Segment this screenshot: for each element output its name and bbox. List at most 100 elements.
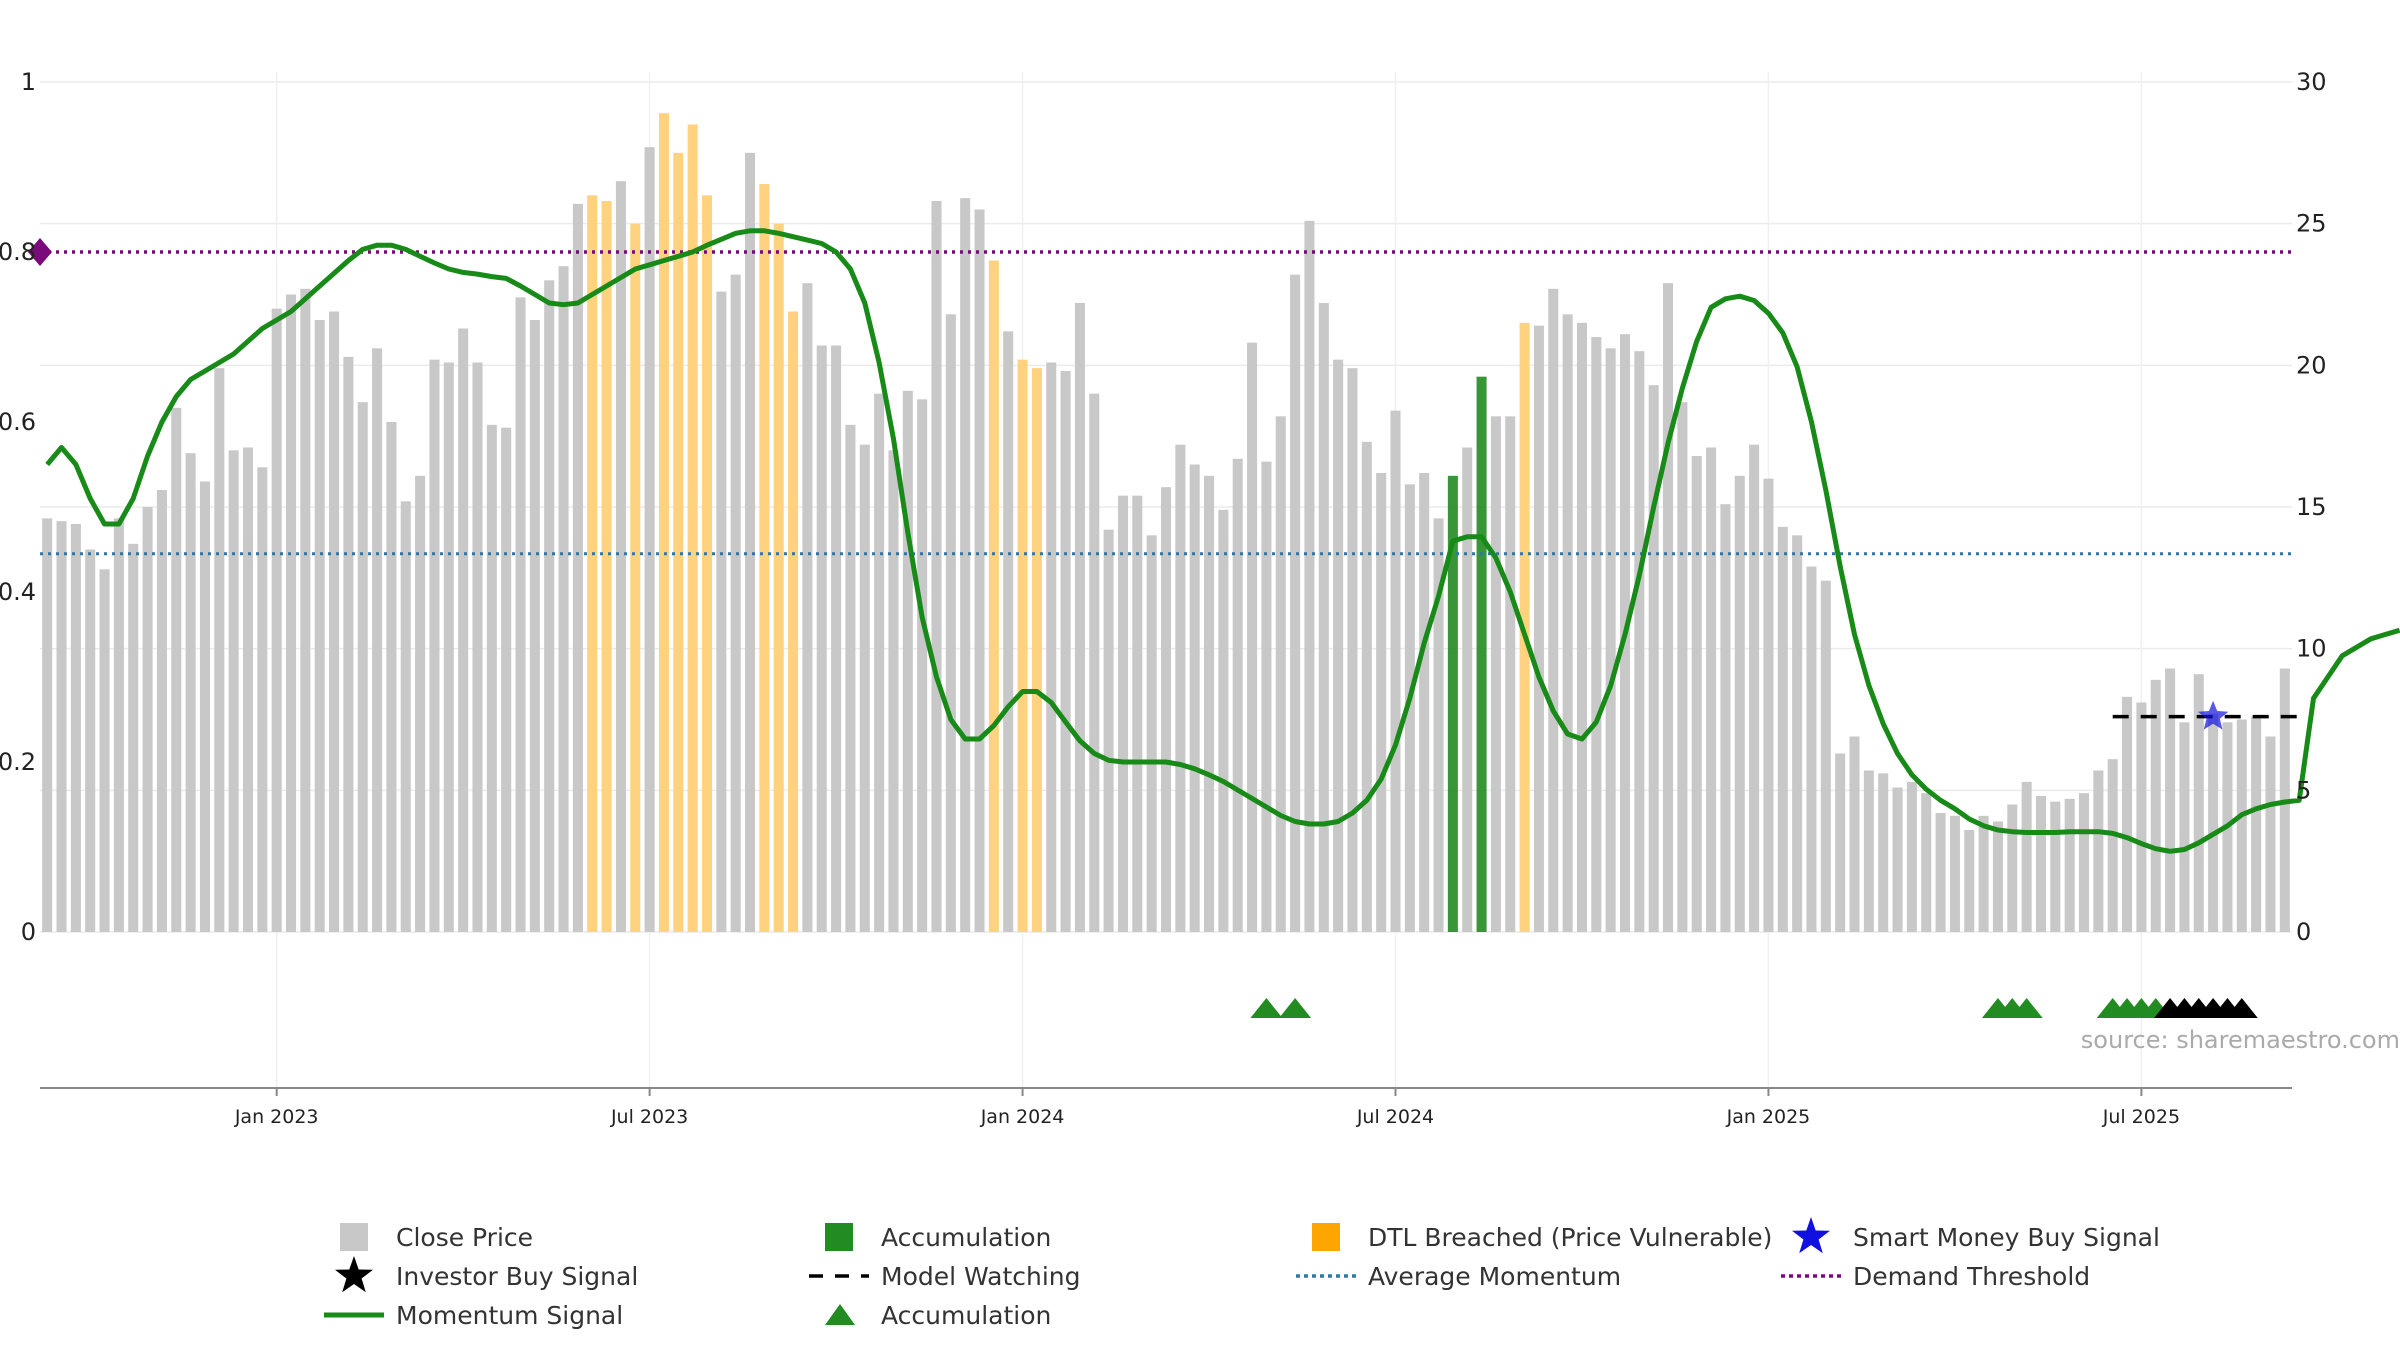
close-price-bar (1806, 566, 1817, 932)
right-y-tick-label: 10 (2296, 635, 2327, 663)
close-price-bar (1949, 815, 1960, 932)
right-y-tick-label: 15 (2296, 493, 2327, 521)
left-y-tick-label: 0.8 (0, 238, 36, 266)
close-price-bar (1060, 371, 1071, 932)
close-price-bar (1576, 322, 1587, 932)
legend-item: Demand Threshold (1781, 1262, 2090, 1291)
close-price-bar (960, 198, 971, 932)
close-price-bar (99, 569, 110, 932)
close-price-bar (2093, 770, 2104, 932)
dtl-breached-bar (687, 124, 698, 932)
close-price-bar (1677, 402, 1688, 933)
close-price-bar (1663, 283, 1674, 933)
close-price-bar (2122, 696, 2133, 932)
close-price-bar (2236, 719, 2247, 932)
close-price-bar (429, 359, 440, 933)
close-price-bar (859, 444, 870, 932)
dtl-breached-bar (601, 201, 612, 932)
close-price-bar (42, 518, 53, 932)
accumulation-triangle-icon (2010, 998, 2043, 1018)
close-price-bar (1992, 821, 2003, 932)
legend-item: Smart Money Buy Signal (1792, 1217, 2160, 1254)
close-price-bar (902, 390, 913, 932)
momentum-signal-line (45, 228, 2400, 854)
right-y-tick-label: 25 (2296, 210, 2327, 238)
close-price-bar (816, 345, 827, 932)
close-price-bar (1777, 526, 1788, 932)
close-price-bar (1290, 274, 1301, 933)
close-price-bar (1390, 410, 1401, 933)
close-price-bar (85, 549, 96, 932)
dtl-breached-bar (658, 113, 669, 932)
close-price-bar (1160, 487, 1172, 932)
dtl-breached-bar (673, 152, 684, 933)
legend-label: DTL Breached (Price Vulnerable) (1368, 1223, 1772, 1252)
close-price-bar (1863, 770, 1874, 932)
legend-item: DTL Breached (Price Vulnerable) (1312, 1223, 1772, 1252)
right-y-tick-label: 0 (2296, 918, 2311, 946)
close-price-bar (974, 209, 985, 932)
close-price-bar (2107, 759, 2118, 932)
close-price-bar (199, 481, 210, 932)
close-price-bar (1921, 793, 1932, 932)
left-y-tick-label: 0 (21, 918, 36, 946)
close-price-bar (1117, 495, 1128, 932)
legend-label: Average Momentum (1368, 1262, 1621, 1291)
close-price-bar (1533, 325, 1544, 933)
close-price-bar (443, 362, 454, 932)
close-price-bar (1175, 444, 1186, 932)
close-price-bar (1505, 416, 1516, 932)
close-price-bar (1419, 473, 1430, 932)
close-price-bar (472, 362, 483, 932)
close-price-bar (1734, 475, 1745, 932)
close-price-bar (1605, 348, 1616, 932)
signal-lines (28, 228, 2400, 854)
close-price-bar (1835, 753, 1846, 932)
close-price-bar (2078, 793, 2090, 932)
investor-buy-triangle-icon (2225, 998, 2258, 1018)
close-price-bar (1462, 447, 1473, 932)
legend-triangle-icon (825, 1304, 855, 1325)
close-price-bar (285, 294, 297, 932)
close-price-bar (1333, 359, 1344, 933)
close-price-bar (486, 424, 497, 932)
close-price-bar (1189, 464, 1200, 932)
dtl-breached-bar (788, 311, 799, 932)
right-y-tick-label: 30 (2296, 68, 2327, 96)
close-price-bar (228, 450, 239, 932)
dtl-breached-bar (1031, 368, 1042, 933)
close-price-bar (185, 453, 196, 932)
close-price-bar (1003, 331, 1014, 932)
close-price-bar (515, 297, 526, 932)
close-price-bar (945, 314, 956, 932)
source-credit: source: sharemaestro.com (2081, 1026, 2400, 1054)
legend-label: Accumulation (881, 1301, 1051, 1330)
right-y-tick-label: 20 (2296, 351, 2327, 379)
legend-square-icon (825, 1223, 853, 1251)
legend-label: Smart Money Buy Signal (1853, 1223, 2160, 1252)
close-price-bar (716, 291, 727, 933)
close-price-bar (2136, 702, 2147, 932)
close-price-bar (2064, 798, 2075, 932)
dtl-breached-bar (1017, 359, 1028, 933)
close-price-bar (271, 308, 282, 933)
close-price-bar (1849, 736, 1860, 932)
legend-item: Investor Buy Signal (335, 1256, 638, 1293)
close-price-bar (888, 450, 899, 932)
close-price-bar (2050, 801, 2061, 932)
close-price-bar (1562, 314, 1573, 932)
close-price-bar (1376, 473, 1387, 932)
close-price-bar (1247, 342, 1258, 933)
close-price-bar (558, 266, 569, 933)
close-price-bar (572, 203, 583, 933)
close-price-bar (544, 280, 555, 932)
demand-threshold-diamond-icon (28, 238, 52, 266)
legend-item: Close Price (340, 1223, 533, 1252)
close-price-bar (1634, 351, 1645, 933)
x-tick-label: Jul 2024 (1356, 1106, 1434, 1128)
close-price-bar (1878, 773, 1889, 932)
close-price-bar (1720, 504, 1731, 932)
left-y-tick-label: 1 (21, 68, 36, 96)
close-price-bar (1978, 815, 1989, 932)
